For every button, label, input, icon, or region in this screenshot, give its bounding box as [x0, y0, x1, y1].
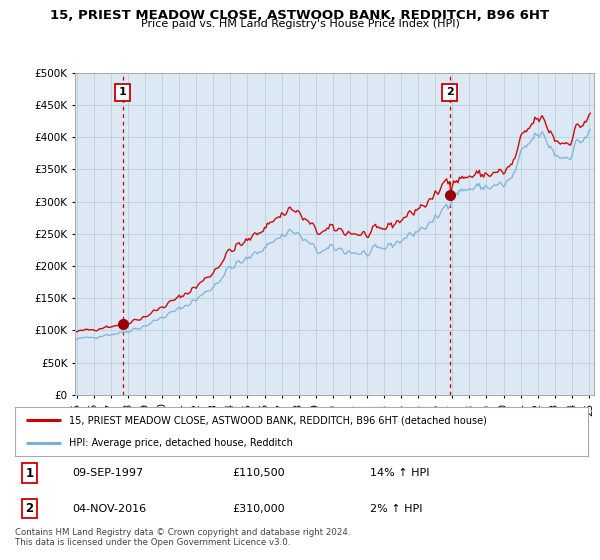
Text: 09-SEP-1997: 09-SEP-1997 — [73, 468, 143, 478]
Text: 2: 2 — [25, 502, 34, 515]
Text: HPI: Average price, detached house, Redditch: HPI: Average price, detached house, Redd… — [70, 438, 293, 448]
Text: 1: 1 — [25, 466, 34, 480]
Text: 2: 2 — [446, 87, 454, 97]
Text: 15, PRIEST MEADOW CLOSE, ASTWOOD BANK, REDDITCH, B96 6HT (detached house): 15, PRIEST MEADOW CLOSE, ASTWOOD BANK, R… — [70, 416, 487, 426]
Text: 2% ↑ HPI: 2% ↑ HPI — [370, 503, 423, 514]
Text: 1: 1 — [119, 87, 127, 97]
Text: 14% ↑ HPI: 14% ↑ HPI — [370, 468, 430, 478]
Text: 15, PRIEST MEADOW CLOSE, ASTWOOD BANK, REDDITCH, B96 6HT: 15, PRIEST MEADOW CLOSE, ASTWOOD BANK, R… — [50, 9, 550, 22]
Text: Contains HM Land Registry data © Crown copyright and database right 2024.
This d: Contains HM Land Registry data © Crown c… — [15, 528, 350, 548]
Text: £110,500: £110,500 — [233, 468, 286, 478]
Text: 04-NOV-2016: 04-NOV-2016 — [73, 503, 146, 514]
Text: Price paid vs. HM Land Registry's House Price Index (HPI): Price paid vs. HM Land Registry's House … — [140, 19, 460, 29]
Text: £310,000: £310,000 — [233, 503, 286, 514]
